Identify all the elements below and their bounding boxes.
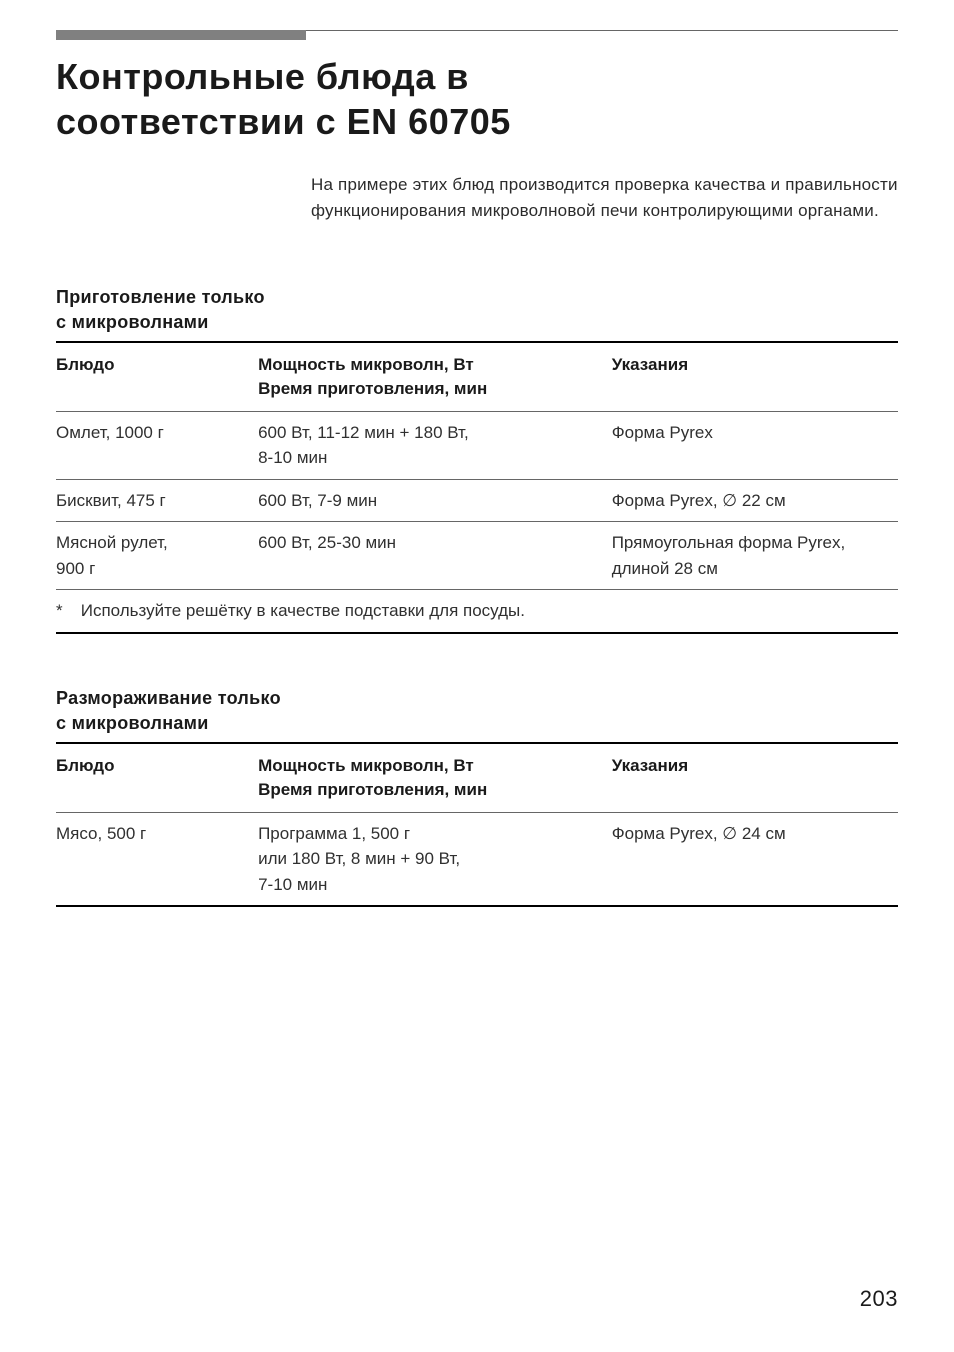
table-header-row: Блюдо Мощность микроволн, Вт Время приго…	[56, 743, 898, 812]
col-power-header: Мощность микроволн, Вт Время приготовлен…	[258, 743, 612, 812]
cell-dish: Омлет, 1000 г	[56, 411, 258, 479]
footnote-cell: * Используйте решётку в качестве подстав…	[56, 590, 898, 633]
defrost-table: Блюдо Мощность микроволн, Вт Время приго…	[56, 742, 898, 907]
col-power-header-line-1: Мощность микроволн, Вт	[258, 355, 474, 374]
col-power-header: Мощность микроволн, Вт Время приготовлен…	[258, 342, 612, 411]
title-line-2: соответствии с EN 60705	[56, 101, 511, 142]
section-2-heading: Размораживание только с микроволнами	[56, 686, 898, 736]
cell-notes: Форма Pyrex	[612, 411, 898, 479]
table-header-row: Блюдо Мощность микроволн, Вт Время приго…	[56, 342, 898, 411]
cooking-table: Блюдо Мощность микроволн, Вт Время приго…	[56, 341, 898, 634]
section-1-heading-line-1: Приготовление только	[56, 287, 265, 307]
cell-dish: Мясной рулет, 900 г	[56, 522, 258, 590]
col-dish-header: Блюдо	[56, 342, 258, 411]
section-2-heading-line-1: Размораживание только	[56, 688, 281, 708]
cell-power: 600 Вт, 11-12 мин + 180 Вт, 8-10 мин	[258, 411, 612, 479]
cell-dish-line-2: 900 г	[56, 559, 95, 578]
title-line-1: Контрольные блюда в	[56, 56, 469, 97]
page-title: Контрольные блюда в соответствии с EN 60…	[56, 54, 898, 144]
cell-notes: Прямоугольная форма Pyrex, длиной 28 см	[612, 522, 898, 590]
intro-paragraph: На примере этих блюд производится провер…	[311, 172, 898, 225]
section-1-heading: Приготовление только с микроволнами	[56, 285, 898, 335]
section-gap	[56, 634, 898, 686]
cell-power: 600 Вт, 25-30 мин	[258, 522, 612, 590]
cell-notes-line-1: Прямоугольная форма Pyrex,	[612, 533, 846, 552]
col-power-header-line-1: Мощность микроволн, Вт	[258, 756, 474, 775]
col-power-header-line-2: Время приготовления, мин	[258, 780, 487, 799]
section-2-heading-line-2: с микроволнами	[56, 713, 209, 733]
cell-notes: Форма Pyrex, ∅ 22 см	[612, 479, 898, 522]
col-power-header-line-2: Время приготовления, мин	[258, 379, 487, 398]
table-row: Бисквит, 475 г 600 Вт, 7-9 мин Форма Pyr…	[56, 479, 898, 522]
footnote-text: Используйте решётку в качестве подставки…	[81, 601, 525, 620]
col-notes-header: Указания	[612, 342, 898, 411]
col-notes-header: Указания	[612, 743, 898, 812]
footnote-star: *	[56, 598, 76, 624]
section-1-heading-line-2: с микроволнами	[56, 312, 209, 332]
cell-power: 600 Вт, 7-9 мин	[258, 479, 612, 522]
table-row: Мясной рулет, 900 г 600 Вт, 25-30 мин Пр…	[56, 522, 898, 590]
page-number: 203	[860, 1286, 898, 1312]
title-accent-bar	[56, 30, 306, 40]
cell-power-line-3: 7-10 мин	[258, 875, 327, 894]
cell-notes-line-2: длиной 28 см	[612, 559, 718, 578]
cell-power-line-1: Программа 1, 500 г	[258, 824, 410, 843]
table-row: Мясо, 500 г Программа 1, 500 г или 180 В…	[56, 812, 898, 906]
table-row: Омлет, 1000 г 600 Вт, 11-12 мин + 180 Вт…	[56, 411, 898, 479]
cell-dish: Мясо, 500 г	[56, 812, 258, 906]
cell-power-line-2: или 180 Вт, 8 мин + 90 Вт,	[258, 849, 460, 868]
cell-dish: Бисквит, 475 г	[56, 479, 258, 522]
cell-power-line-1: 600 Вт, 11-12 мин + 180 Вт,	[258, 423, 469, 442]
cell-power-line-2: 8-10 мин	[258, 448, 327, 467]
cell-power: Программа 1, 500 г или 180 Вт, 8 мин + 9…	[258, 812, 612, 906]
document-page: Контрольные блюда в соответствии с EN 60…	[0, 0, 954, 1352]
cell-dish-line-1: Мясной рулет,	[56, 533, 168, 552]
table-footnote-row: * Используйте решётку в качестве подстав…	[56, 590, 898, 633]
cell-notes: Форма Pyrex, ∅ 24 см	[612, 812, 898, 906]
col-dish-header: Блюдо	[56, 743, 258, 812]
